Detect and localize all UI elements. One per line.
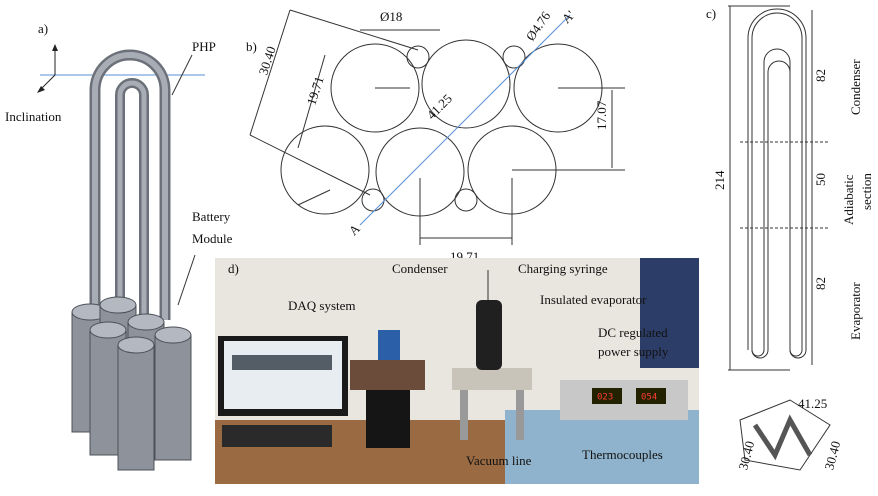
annotation: power supply	[598, 344, 669, 359]
dimension: 19.71	[303, 74, 326, 106]
dimension: 41.25	[798, 396, 827, 411]
panel-label: b)	[246, 39, 257, 54]
annotation: Vacuum line	[466, 453, 532, 468]
annotation: DC regulated	[598, 325, 668, 340]
dimension: Ø4.76	[523, 8, 554, 43]
section-label: Evaporator	[848, 282, 863, 340]
display-reading: 054	[641, 393, 657, 403]
annotation: Thermocouples	[582, 447, 663, 462]
panel-label: c)	[706, 6, 716, 21]
section-label: Condenser	[848, 59, 863, 115]
dimension: 214	[712, 170, 727, 190]
php-label: PHP	[192, 39, 216, 54]
inclination-label: Inclination	[5, 109, 62, 124]
dimension: 30.40	[735, 439, 757, 471]
dimension: Ø18	[380, 9, 402, 24]
figure: a) PHP Inclination Battery Module b) Ø18…	[0, 0, 878, 496]
section-mark: A	[346, 221, 364, 239]
annotation: DAQ system	[288, 298, 356, 313]
dimension: 17.07	[594, 100, 609, 130]
annotation: Insulated evaporator	[540, 292, 647, 307]
battery-label: Module	[192, 231, 233, 246]
section-label: Adiabatic	[841, 174, 856, 225]
annotation: Charging syringe	[518, 261, 608, 276]
dimension: 30.40	[821, 439, 843, 471]
section-label: section	[859, 173, 874, 210]
annotation: Condenser	[392, 261, 448, 276]
panel-label: a)	[38, 21, 48, 36]
dimension: 30.40	[255, 44, 278, 76]
battery-label: Battery	[192, 209, 231, 224]
dimension: 50	[813, 173, 828, 186]
panel-label: d)	[228, 261, 239, 276]
php-drawing	[37, 44, 205, 470]
cross-section	[250, 10, 625, 245]
dimension: 41.25	[424, 91, 455, 122]
display-reading: 023	[597, 393, 613, 403]
dimension: 82	[813, 277, 828, 290]
dimension: 82	[813, 69, 828, 82]
